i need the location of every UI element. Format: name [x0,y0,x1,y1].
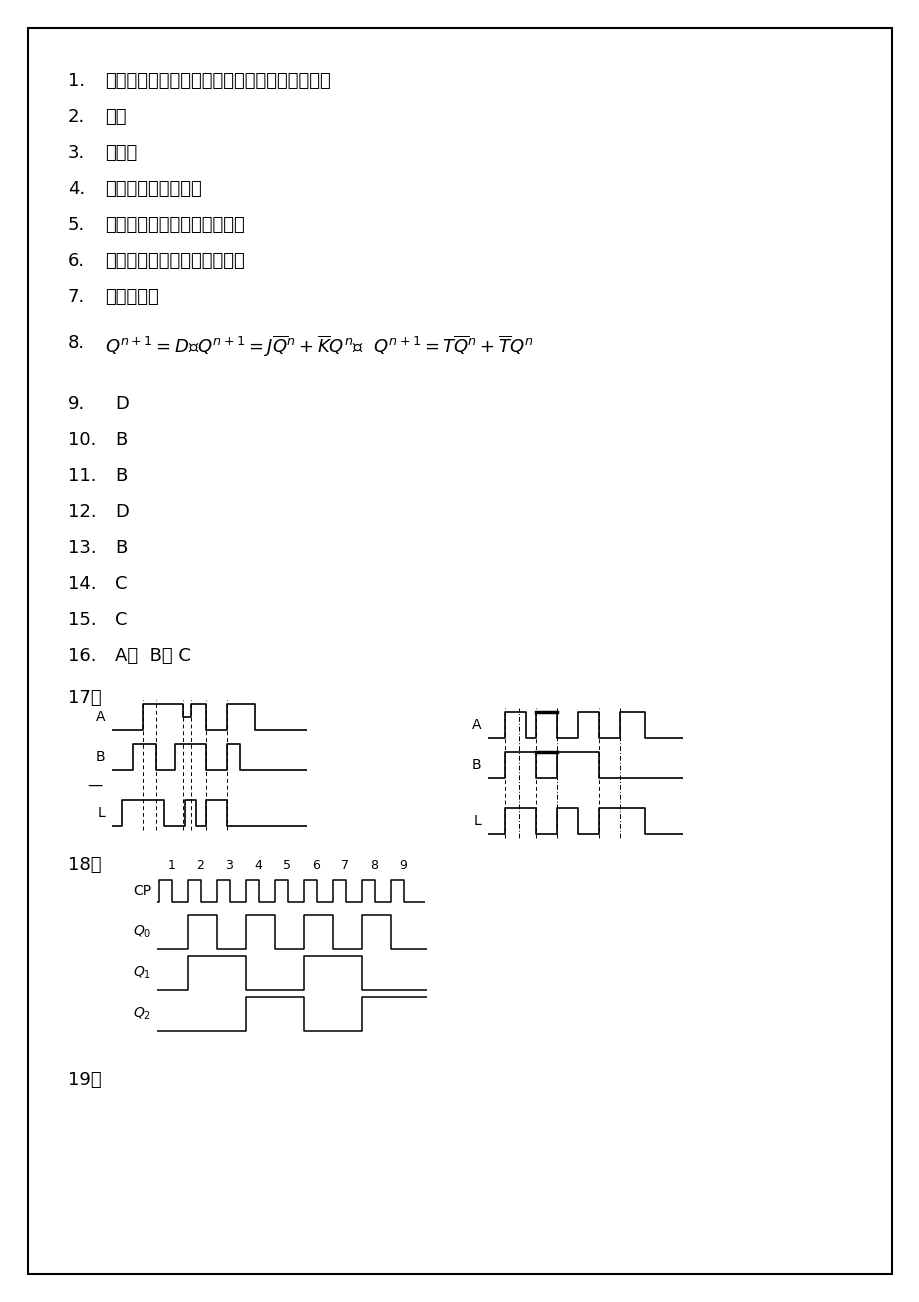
Text: 2.: 2. [68,108,85,126]
Text: 9.: 9. [68,396,85,413]
Text: 2: 2 [197,859,204,872]
Text: CP: CP [132,884,151,898]
Text: 1.: 1. [68,72,85,90]
Text: B: B [471,758,481,772]
Text: 4.: 4. [68,180,85,198]
Text: 竞争: 竞争 [105,108,127,126]
Text: A: A [96,710,105,724]
Text: D: D [115,503,129,521]
Text: 19：: 19： [68,1072,101,1090]
Text: B: B [96,750,105,764]
Text: B: B [115,431,127,449]
Text: 8: 8 [370,859,378,872]
Text: 8.: 8. [68,335,85,352]
Text: 3: 3 [225,859,233,872]
Text: A: A [471,719,481,732]
Text: $Q_2$: $Q_2$ [132,1006,151,1022]
Text: 5.: 5. [68,216,85,234]
Text: 9: 9 [399,859,407,872]
Text: 18：: 18： [68,857,101,874]
Text: 截止、导通: 截止、导通 [105,288,159,306]
Text: 锁存器: 锁存器 [105,145,137,161]
Text: $Q_1$: $Q_1$ [132,965,151,982]
Text: 12.: 12. [68,503,96,521]
Text: 10.: 10. [68,431,96,449]
Text: 17：: 17： [68,689,101,707]
Text: 6.: 6. [68,253,85,270]
Text: 7.: 7. [68,288,85,306]
Text: A、  B、 C: A、 B、 C [115,647,190,665]
Text: $Q_0$: $Q_0$ [132,924,151,940]
Text: B: B [115,539,127,557]
Text: B: B [115,467,127,486]
Text: 14.: 14. [68,575,96,594]
Text: C: C [115,575,128,594]
Text: 7: 7 [341,859,349,872]
Text: 组合电路、存储电路: 组合电路、存储电路 [105,180,201,198]
Text: D: D [115,396,129,413]
Text: 1: 1 [167,859,176,872]
Text: 异或门、与门、半加器、或门: 异或门、与门、半加器、或门 [105,253,244,270]
Text: 5: 5 [283,859,291,872]
Text: C: C [115,611,128,629]
Text: 11.: 11. [68,467,96,486]
Text: 13.: 13. [68,539,96,557]
Text: 4: 4 [255,859,262,872]
Text: 小规模、中规模、大规模、超大规模、甚大规模: 小规模、中规模、大规模、超大规模、甚大规模 [105,72,331,90]
Text: $Q^{n+1}=D$、$Q^{n+1}=J\overline{Q}^n+\overline{K}Q^n$、  $Q^{n+1}=T\overline{Q}^n: $Q^{n+1}=D$、$Q^{n+1}=J\overline{Q}^n+\ov… [105,335,534,359]
Text: 15.: 15. [68,611,96,629]
Text: L: L [472,814,481,828]
Text: —: — [87,777,103,793]
Text: 3.: 3. [68,145,85,161]
Text: 只读存储器、随机存取存储器: 只读存储器、随机存取存储器 [105,216,244,234]
Text: 6: 6 [312,859,320,872]
Text: 16.: 16. [68,647,96,665]
Text: L: L [97,806,105,820]
